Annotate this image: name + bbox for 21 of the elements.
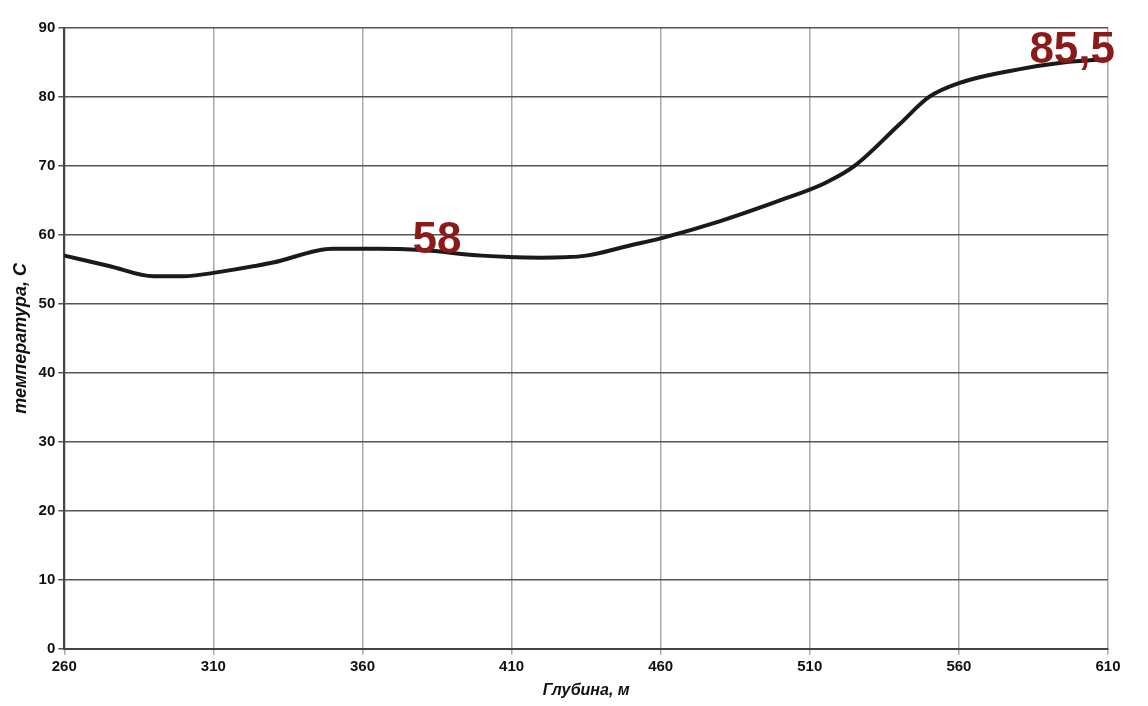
y-tick-label: 0 <box>46 638 56 656</box>
x-axis-title: Глубина, м <box>542 680 630 698</box>
y-tick-label: 80 <box>38 87 56 105</box>
y-tick-label: 90 <box>38 18 56 36</box>
y-tick-label: 20 <box>38 500 56 518</box>
x-tick-label: 410 <box>499 656 525 674</box>
y-tick-label: 30 <box>38 432 56 450</box>
x-tick-label: 260 <box>51 656 77 674</box>
x-tick-label: 510 <box>797 656 823 674</box>
x-tick-label: 360 <box>349 656 375 674</box>
x-tick-label: 460 <box>648 656 674 674</box>
x-tick-label: 610 <box>1095 656 1121 674</box>
y-axis-title: температура, С <box>9 262 30 414</box>
annotation: 85,5 <box>1029 23 1116 73</box>
y-tick-label: 70 <box>38 156 56 174</box>
y-tick-label: 60 <box>38 225 56 243</box>
y-tick-label: 10 <box>38 569 56 587</box>
y-tick-label: 50 <box>38 294 56 312</box>
y-tick-label: 40 <box>38 363 56 381</box>
x-tick-label: 310 <box>200 656 226 674</box>
x-tick-label: 560 <box>946 656 972 674</box>
